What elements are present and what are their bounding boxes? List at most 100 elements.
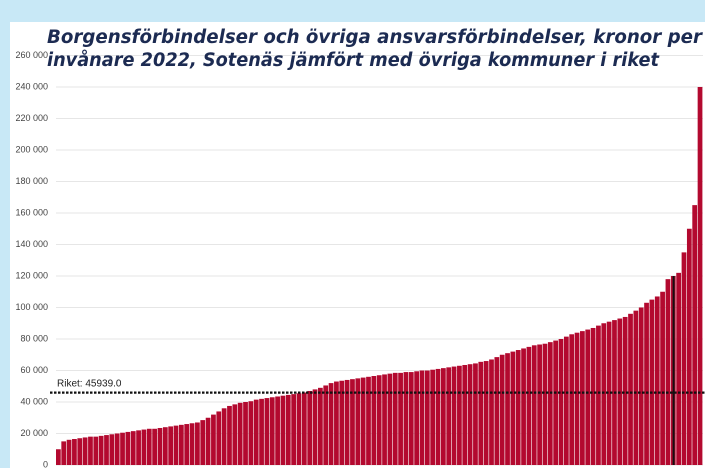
y-tick-label: 120 000	[15, 270, 48, 280]
bar	[398, 372, 403, 465]
bar	[590, 327, 596, 465]
bar	[200, 420, 206, 465]
bar	[499, 354, 505, 465]
bar	[408, 372, 414, 465]
bar	[440, 368, 446, 465]
bar	[457, 365, 462, 465]
bar	[152, 428, 157, 465]
bar	[56, 449, 61, 465]
y-tick-label: 220 000	[15, 113, 48, 123]
bar	[216, 411, 222, 465]
bar	[82, 437, 88, 465]
bar	[264, 398, 270, 465]
bar	[515, 350, 521, 465]
bar	[259, 398, 264, 465]
bar	[654, 296, 660, 465]
bar	[435, 368, 441, 465]
y-tick-label: 260 000	[15, 50, 48, 60]
bar	[521, 348, 526, 465]
bar	[692, 205, 698, 465]
bar	[243, 402, 248, 465]
bar	[676, 272, 682, 465]
bar	[291, 394, 297, 465]
bar	[88, 436, 93, 465]
bar	[237, 402, 243, 465]
bar	[205, 417, 211, 465]
bar	[569, 334, 575, 465]
bar	[419, 370, 425, 465]
bar	[580, 331, 585, 465]
bar	[360, 377, 366, 465]
bar	[376, 375, 382, 465]
bar	[414, 371, 420, 465]
bar	[473, 363, 478, 465]
bar	[446, 367, 452, 465]
bar	[114, 433, 120, 465]
bar	[301, 392, 307, 465]
bar	[334, 381, 339, 465]
bar	[146, 428, 152, 465]
bar	[553, 340, 559, 465]
bar	[195, 422, 200, 465]
bar	[66, 439, 72, 465]
bar	[307, 390, 313, 465]
bar	[387, 373, 393, 465]
bar	[318, 387, 323, 465]
bar	[221, 408, 227, 465]
y-tick-label: 60 000	[20, 365, 48, 375]
bar	[211, 414, 216, 465]
bar	[371, 376, 377, 465]
bar	[451, 366, 457, 465]
y-tick-label: 20 000	[20, 428, 48, 438]
y-tick-label: 100 000	[15, 302, 48, 312]
bar	[120, 432, 125, 465]
bar	[339, 380, 345, 465]
bar	[93, 436, 99, 465]
bar	[253, 399, 259, 465]
bar	[344, 379, 350, 465]
bar	[312, 389, 318, 465]
bar	[649, 299, 655, 465]
bar	[660, 291, 665, 465]
chart-title: invånare 2022, Sotenäs jämfört med övrig…	[47, 50, 660, 71]
bar	[184, 424, 190, 465]
bar	[350, 379, 355, 465]
bar	[72, 439, 77, 465]
bar	[275, 396, 280, 465]
bar	[104, 435, 109, 465]
bar	[382, 374, 387, 465]
bar	[462, 364, 468, 465]
bar	[366, 376, 371, 465]
bar	[489, 359, 494, 465]
bar	[628, 313, 633, 465]
bar	[686, 228, 692, 465]
bar	[526, 346, 532, 465]
bar	[644, 302, 649, 465]
bar	[424, 370, 430, 465]
reference-label: Riket: 45939.0	[57, 378, 122, 389]
bar	[531, 345, 537, 465]
y-tick-label: 0	[43, 459, 48, 468]
bar	[173, 425, 179, 465]
bar	[601, 323, 607, 465]
bar	[622, 316, 628, 465]
bar	[130, 431, 136, 465]
bar	[633, 310, 639, 465]
bar	[558, 339, 564, 465]
bar	[98, 435, 104, 465]
bar	[467, 364, 473, 465]
bar	[392, 372, 398, 465]
bar	[77, 438, 83, 465]
bar	[285, 394, 291, 465]
bar	[542, 343, 548, 465]
bar	[505, 353, 510, 465]
bar	[403, 372, 409, 465]
bar	[109, 434, 115, 465]
bar	[478, 361, 484, 465]
y-tick-label: 240 000	[15, 81, 48, 91]
bar	[248, 401, 254, 465]
bar	[227, 405, 232, 465]
bar	[574, 332, 580, 465]
bar	[681, 252, 687, 465]
